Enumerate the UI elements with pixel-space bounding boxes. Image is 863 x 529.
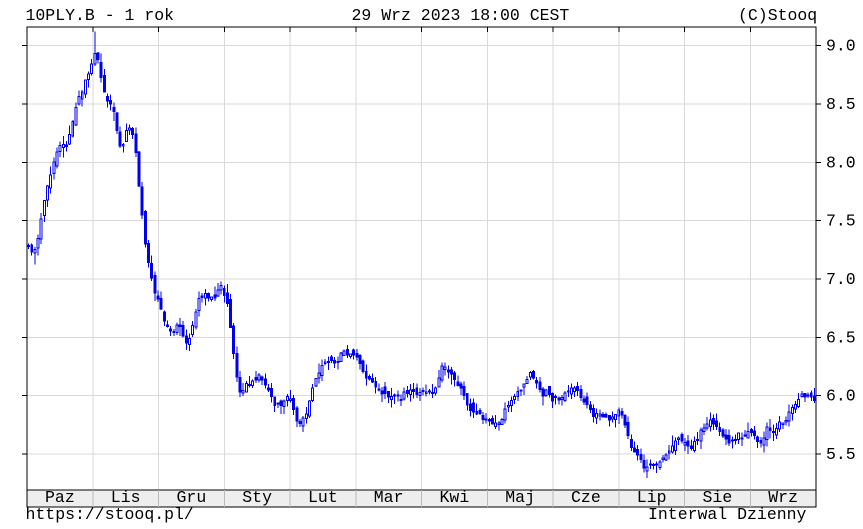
svg-text:Lis: Lis [111, 488, 141, 507]
svg-text:Paz: Paz [45, 488, 75, 507]
svg-text:8.0: 8.0 [826, 153, 856, 172]
svg-text:Maj: Maj [505, 488, 535, 507]
svg-text:8.5: 8.5 [826, 95, 856, 114]
svg-text:Wrz: Wrz [768, 488, 798, 507]
svg-text:Lut: Lut [308, 488, 338, 507]
svg-text:6.5: 6.5 [826, 328, 856, 347]
svg-text:Sie: Sie [703, 488, 733, 507]
svg-text:5.5: 5.5 [826, 445, 856, 464]
svg-text:9.0: 9.0 [826, 37, 856, 56]
svg-text:7.5: 7.5 [826, 212, 856, 231]
svg-text:Gru: Gru [177, 488, 207, 507]
svg-text:Sty: Sty [242, 488, 272, 507]
svg-text:Cze: Cze [571, 488, 601, 507]
svg-text:Lip: Lip [637, 488, 667, 507]
svg-text:Mar: Mar [374, 488, 404, 507]
svg-text:7.0: 7.0 [826, 270, 856, 289]
svg-text:6.0: 6.0 [826, 387, 856, 406]
svg-text:Kwi: Kwi [440, 488, 470, 507]
